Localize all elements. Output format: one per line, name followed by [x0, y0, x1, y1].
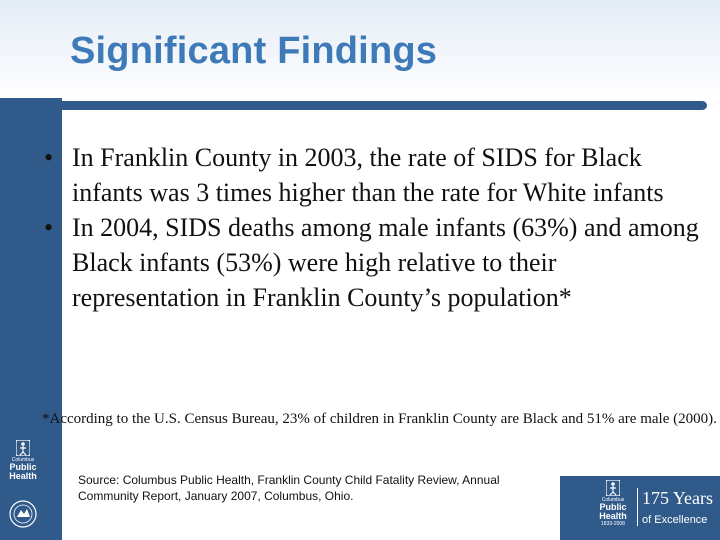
- source-citation: Source: Columbus Public Health, Franklin…: [78, 473, 500, 503]
- bullet-marker: •: [44, 213, 54, 242]
- public-health-logo: Columbus Public Health: [5, 440, 41, 494]
- bullet-item: • In Franklin County in 2003, the rate o…: [42, 140, 707, 210]
- anniversary-years: 175 Years: [642, 488, 714, 508]
- anniversary-tagline: of Excellence: [642, 514, 708, 526]
- logo-line-1: Columbus: [11, 457, 35, 463]
- slide-title: Significant Findings: [70, 30, 438, 72]
- logo-line-1: Columbus: [601, 497, 625, 503]
- public-health-mark-icon: [606, 480, 620, 496]
- logo-line-2: Public: [599, 502, 627, 512]
- anniversary-divider: [637, 488, 638, 526]
- logo-line-3: Health: [599, 511, 627, 521]
- bullet-list: • In Franklin County in 2003, the rate o…: [42, 140, 707, 315]
- anniversary-logo: Columbus Public Health 1833-2008: [591, 480, 635, 530]
- logo-line-3: Health: [9, 471, 37, 481]
- public-health-mark-icon: [16, 440, 30, 456]
- bullet-text: In Franklin County in 2003, the rate of …: [72, 143, 664, 207]
- bullet-item: • In 2004, SIDS deaths among male infant…: [42, 210, 707, 315]
- logo-line-2: Public: [9, 462, 37, 472]
- bullet-text: In 2004, SIDS deaths among male infants …: [72, 213, 699, 312]
- logo-years-range: 1833-2008: [601, 521, 625, 527]
- footnote: *According to the U.S. Census Bureau, 23…: [42, 411, 717, 427]
- city-seal-icon: [9, 500, 37, 528]
- bullet-marker: •: [44, 143, 54, 172]
- title-panel: [0, 0, 720, 98]
- footer-bar: [560, 476, 720, 540]
- title-rule: [62, 101, 707, 110]
